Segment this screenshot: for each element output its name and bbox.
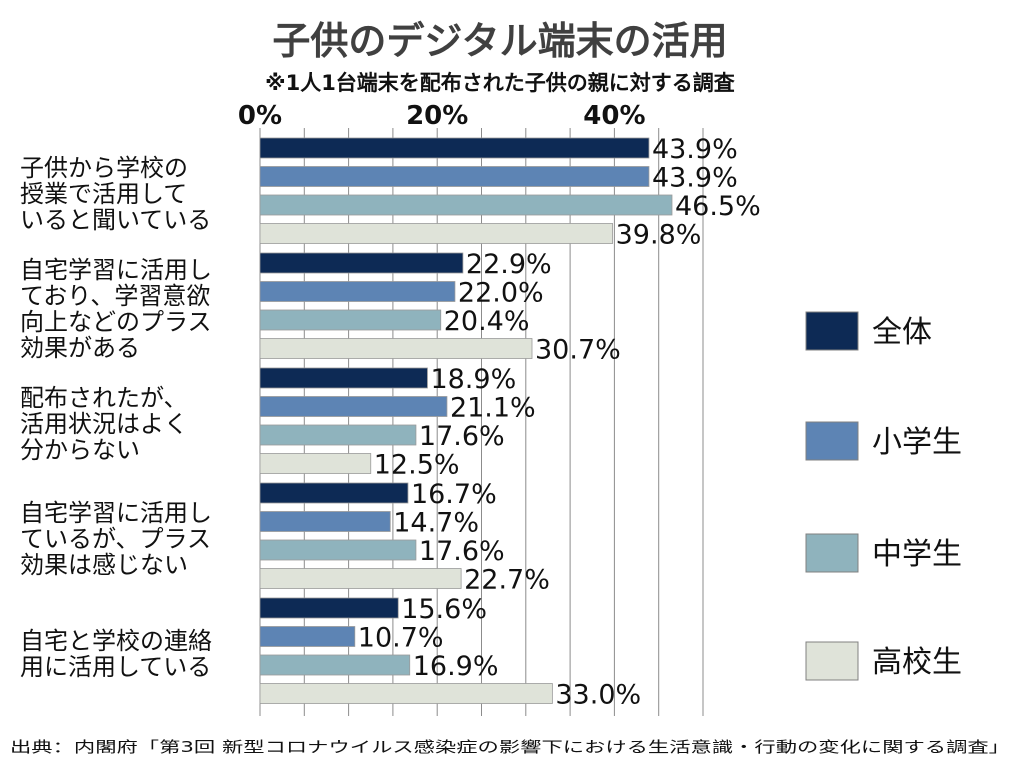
bars [259, 137, 673, 704]
value-label: 18.9% [430, 364, 516, 395]
value-label: 22.9% [466, 249, 552, 280]
bar [259, 597, 399, 619]
bar [259, 482, 409, 504]
value-label: 46.5% [675, 191, 761, 222]
chart-title: 子供のデジタル端末の活用 [272, 19, 727, 63]
bar [259, 511, 391, 532]
bar [259, 396, 448, 417]
bar [259, 223, 614, 244]
source-note: 出典：内閣府「第3回 新型コロナウイルス感染症の影響下における生活意識・行動の変… [10, 738, 1010, 756]
category-label: 効果は感じない [20, 551, 188, 579]
category-label: 子供から学校の [20, 154, 188, 182]
value-label: 10.7% [358, 623, 444, 654]
category-label: 活用状況はよく [20, 410, 188, 438]
bar [259, 367, 428, 389]
legend-swatch [805, 641, 859, 681]
category-labels: 子供から学校の授業で活用していると聞いている自宅学習に活用しており、学習意欲向上… [20, 154, 212, 681]
bar [259, 281, 456, 302]
category-label: 自宅と学校の連絡 [20, 627, 212, 655]
value-label: 39.8% [616, 220, 702, 251]
legend-label: 全体 [872, 315, 932, 350]
category-label: 分からない [20, 436, 140, 464]
bar [259, 252, 464, 274]
category-label: ているが、プラス [20, 525, 211, 553]
category-label: 自宅学習に活用し [20, 499, 212, 527]
bar [259, 453, 372, 474]
category-label: 配布されたが、 [20, 384, 188, 412]
category-label: 自宅学習に活用し [20, 256, 212, 284]
bar [259, 166, 650, 187]
x-axis-ticks: 0% 20% 40% [238, 101, 646, 131]
value-label: 43.9% [652, 134, 738, 165]
category-label: ており、学習意欲 [20, 282, 210, 310]
legend-label: 高校生 [872, 645, 962, 680]
value-label: 22.7% [464, 565, 550, 596]
bar [259, 309, 442, 331]
category-label: 授業で活用して [20, 180, 187, 208]
category-label: 用に活用している [20, 653, 211, 681]
category-label: 向上などのプラス [20, 308, 212, 336]
value-label: 15.6% [401, 594, 487, 625]
x-tick-label: 0% [238, 101, 282, 131]
value-label: 33.0% [555, 680, 641, 711]
value-labels: 43.9%43.9%46.5%39.8%22.9%22.0%20.4%30.7%… [358, 134, 761, 711]
chart-subtitle: ※1人1台端末を配布された子供の親に対する調査 [265, 71, 735, 95]
value-label: 16.7% [411, 479, 497, 510]
x-tick-label: 40% [583, 101, 645, 131]
legend-swatch [805, 421, 859, 461]
bar [259, 683, 553, 704]
bar [259, 626, 356, 647]
category-label: いると聞いている [20, 206, 211, 234]
bar [259, 568, 462, 589]
value-label: 17.6% [419, 421, 505, 452]
value-label: 22.0% [458, 278, 544, 309]
bar [259, 338, 533, 359]
category-label: 効果がある [20, 334, 140, 362]
x-tick-label: 20% [406, 101, 468, 131]
value-label: 21.1% [450, 393, 536, 424]
legend-label: 小学生 [872, 425, 962, 460]
bar [259, 424, 417, 446]
value-label: 43.9% [652, 163, 738, 194]
value-label: 20.4% [444, 306, 530, 337]
value-label: 12.5% [374, 450, 460, 481]
bar [259, 539, 417, 561]
legend-swatch [805, 533, 859, 573]
bar [259, 194, 673, 216]
bar [259, 654, 411, 676]
legend-swatch [805, 311, 859, 351]
value-label: 14.7% [393, 508, 479, 539]
legend-label: 中学生 [872, 537, 962, 572]
value-label: 30.7% [535, 335, 621, 366]
bar [259, 137, 650, 159]
value-label: 16.9% [413, 651, 499, 682]
value-label: 17.6% [419, 536, 505, 567]
